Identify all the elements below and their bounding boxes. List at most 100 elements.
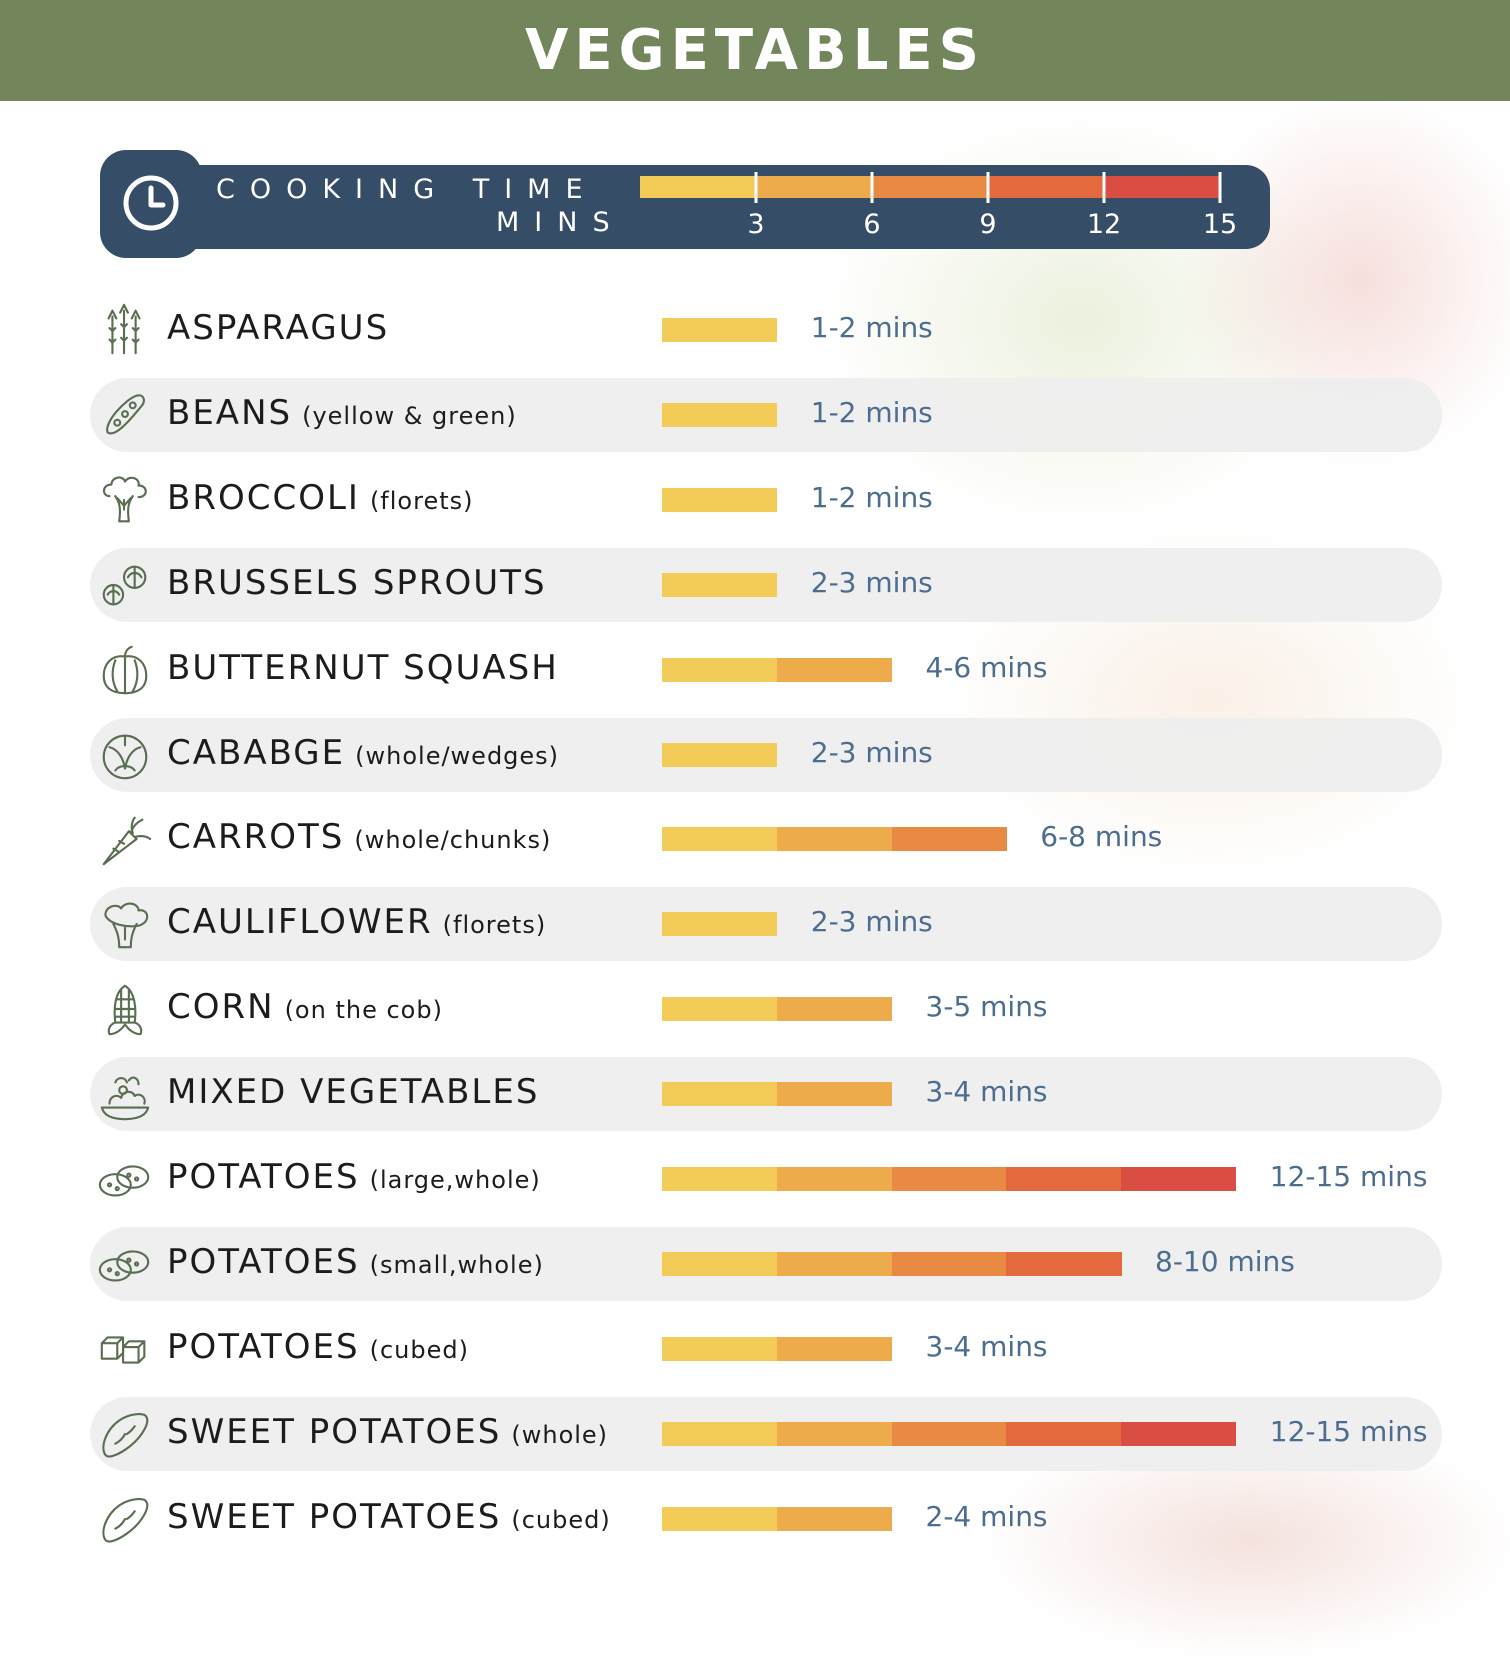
vegetable-label: CARROTS (whole/chunks): [167, 817, 551, 857]
time-bar-segment: [891, 1421, 1007, 1446]
vegetable-note: (florets): [442, 911, 547, 940]
time-bar-segment: [662, 318, 778, 342]
vegetable-note: (whole): [511, 1420, 609, 1449]
vegetable-label: BEANS (yellow & green): [167, 393, 517, 433]
sweet-potato-icon: [102, 1412, 149, 1458]
scale-tick-label: 15: [1203, 209, 1237, 240]
time-bar-segment: [662, 1506, 778, 1531]
time-bar-segment: [1121, 1167, 1237, 1191]
page-title: VEGETABLES: [525, 18, 985, 83]
vegetable-name: SWEET POTATOES: [167, 1411, 502, 1452]
time-bar-segment: [662, 1251, 778, 1276]
time-bar-segment: [776, 1506, 892, 1531]
carrot-icon: [102, 817, 152, 866]
scale-segment: [872, 176, 988, 198]
vegetable-label: POTATOES (small,whole): [167, 1242, 544, 1282]
time-bar-segment: [662, 912, 778, 937]
cooking-time-legend: COOKING TIME MINS 3 6 9 12 15: [100, 150, 1270, 258]
time-bar-segment: [662, 487, 778, 512]
time-bar-segment: [662, 572, 778, 597]
brussels-sprouts-icon: [102, 565, 147, 606]
vegetable-name: BRUSSELS SPROUTS: [167, 562, 547, 603]
vegetable-label: POTATOES (large,whole): [167, 1157, 541, 1197]
time-bar-segment: [662, 1167, 778, 1191]
scale-tick-label: 6: [863, 209, 880, 240]
time-bar-segment: [1006, 1167, 1122, 1191]
time-bar-segment: [776, 1082, 892, 1107]
vegetable-label: ASPARAGUS: [167, 308, 389, 348]
vegetable-note: (whole/chunks): [354, 826, 552, 855]
time-bar-segment: [662, 997, 778, 1022]
vegetable-label: CORN (on the cob): [167, 987, 443, 1027]
time-scale: 3 6 9 12 15: [640, 172, 1237, 240]
squash-icon: [102, 645, 148, 694]
time-bar-segment: [1006, 1251, 1122, 1276]
vegetable-note: (yellow & green): [302, 401, 517, 430]
vegetable-note: (florets): [369, 486, 474, 515]
vegetable-name: SWEET POTATOES: [167, 1496, 502, 1537]
time-bar-segment: [891, 1251, 1007, 1276]
cooking-time-label: 3-5 mins: [925, 990, 1048, 1024]
vegetable-name: POTATOES: [167, 1326, 360, 1367]
cooking-time-label: 1-2 mins: [810, 311, 933, 344]
vegetable-label: CABABGE (whole/wedges): [167, 733, 559, 773]
vegetable-note: (cubed): [511, 1505, 611, 1534]
scale-segment: [988, 176, 1104, 198]
time-bar-segment: [1006, 1421, 1122, 1446]
cooking-time-label: 12-15 mins: [1269, 1160, 1428, 1193]
time-bar-segment: [776, 1421, 892, 1446]
corn-icon: [107, 984, 143, 1036]
time-bar-segment: [776, 657, 892, 682]
time-bar-segment: [776, 1251, 892, 1276]
vegetable-name: CAULIFLOWER: [167, 902, 433, 943]
time-bar-segment: [662, 1082, 778, 1107]
vegetable-note: (small,whole): [369, 1250, 544, 1279]
legend-unit: MINS: [496, 207, 625, 238]
vegetable-label: SWEET POTATOES (cubed): [167, 1497, 611, 1537]
vegetable-label: POTATOES (cubed): [167, 1327, 469, 1367]
vegetable-name: CARROTS: [167, 817, 345, 858]
cooking-time-label: 2-3 mins: [810, 565, 933, 599]
cooking-time-label: 8-10 mins: [1155, 1244, 1295, 1278]
vegetable-note: (whole/wedges): [355, 741, 560, 770]
time-bar-segment: [891, 827, 1007, 852]
potato-icon: [98, 1250, 150, 1282]
header: VEGETABLES: [0, 0, 1510, 101]
cauliflower-icon: [104, 902, 149, 949]
potato-icon: [98, 1165, 150, 1197]
vegetable-name: POTATOES: [167, 1241, 360, 1282]
time-bar-segment: [1121, 1421, 1237, 1446]
broccoli-icon: [102, 476, 147, 523]
mixed-vegetables-icon: [100, 1076, 150, 1121]
cooking-time-label: 4-6 mins: [925, 650, 1048, 684]
cooking-time-label: 3-4 mins: [925, 1329, 1048, 1363]
vegetable-label: BUTTERNUT SQUASH: [167, 648, 559, 688]
cabbage-icon: [102, 734, 148, 779]
vegetable-note: (on the cob): [284, 996, 443, 1025]
vegetable-label: MIXED VEGETABLES: [167, 1072, 539, 1112]
vegetable-name: MIXED VEGETABLES: [167, 1072, 540, 1113]
scale-segment: [1104, 176, 1220, 198]
time-bar-segment: [662, 402, 778, 427]
scale-tick-label: 3: [747, 209, 764, 240]
cooking-time-label: 1-2 mins: [810, 480, 933, 514]
vegetable-note: (cubed): [369, 1335, 469, 1364]
vegetable-name: BEANS: [167, 392, 293, 433]
vegetable-name: CABABGE: [167, 732, 346, 773]
sweet-potato-icon: [102, 1497, 149, 1543]
time-bar-segment: [662, 827, 778, 852]
time-bar-segment: [662, 1336, 778, 1361]
legend-title: COOKING TIME: [216, 174, 598, 205]
cooking-time-label: 12-15 mins: [1269, 1414, 1428, 1448]
time-bar-segment: [662, 657, 778, 682]
cooking-time-label: 3-4 mins: [925, 1075, 1048, 1109]
time-bar-segment: [776, 1167, 892, 1191]
cooking-time-label: 2-3 mins: [810, 905, 933, 939]
vegetable-note: (large,whole): [369, 1166, 541, 1194]
vegetable-label: CAULIFLOWER (florets): [167, 902, 546, 942]
clock-icon: [123, 175, 179, 231]
cooking-time-label: 1-2 mins: [810, 395, 933, 429]
time-bar-segment: [776, 827, 892, 852]
time-bar-segment: [891, 1167, 1007, 1191]
vegetable-name: BUTTERNUT SQUASH: [167, 647, 559, 688]
